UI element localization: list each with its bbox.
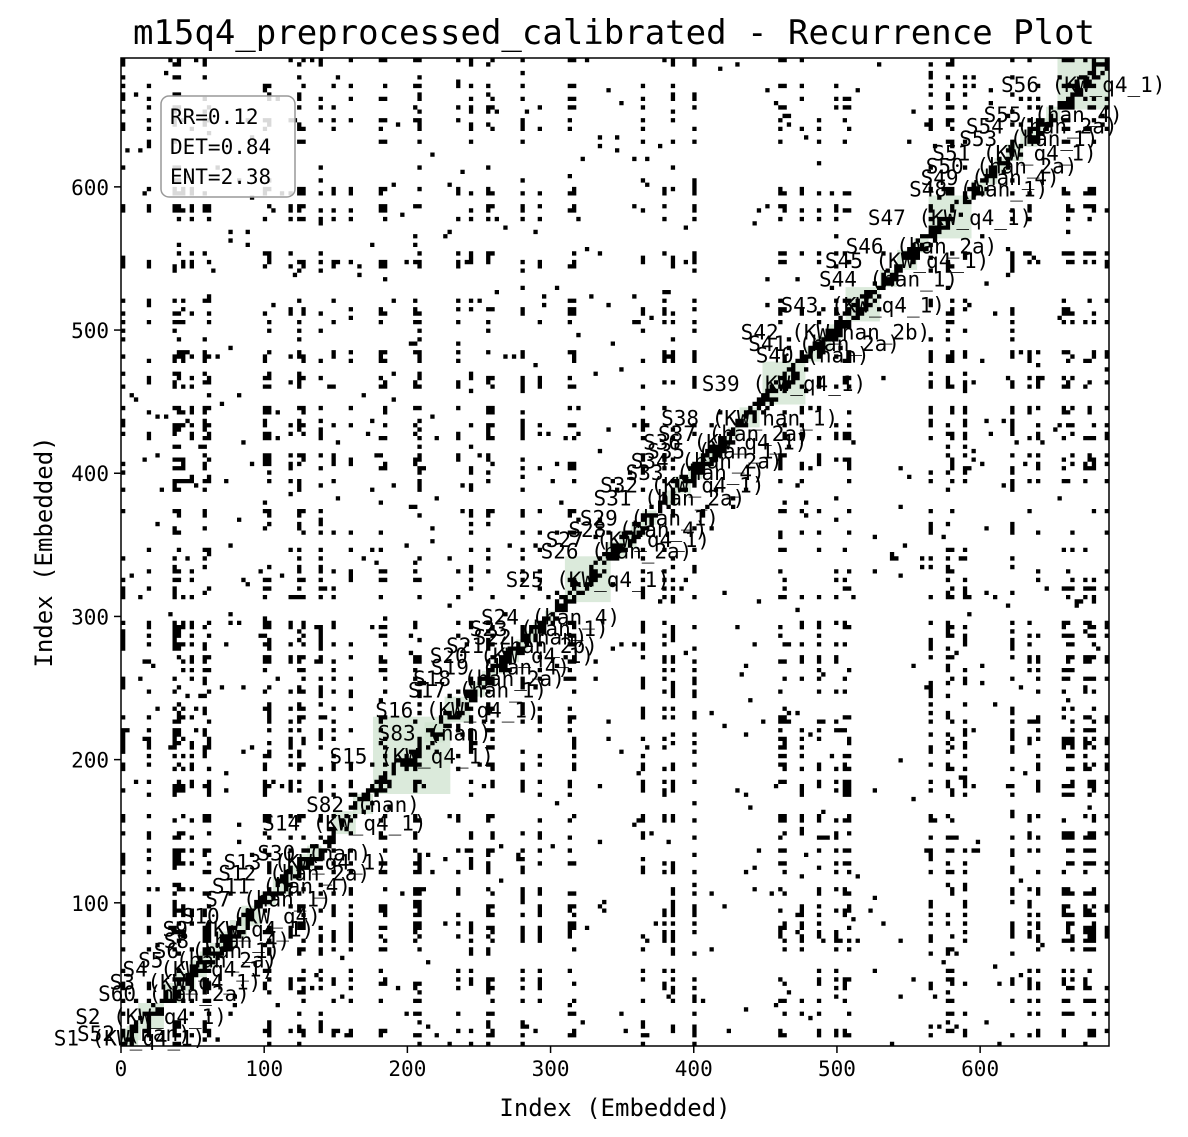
segment-label: S6 (han_1) (154, 939, 280, 963)
y-tick-label: 100 (71, 892, 109, 916)
segment-label: S24 (han_4) (481, 605, 620, 629)
segment-label: S21 (han_2b) (446, 634, 598, 658)
segment-block (524, 630, 537, 643)
segment-label: S7 (han_1) (205, 888, 331, 912)
y-tick-label: 300 (71, 605, 109, 629)
segment-label: S11 (han_4) (212, 875, 351, 899)
y-tick-label: 600 (71, 176, 109, 200)
stats-box-frame (160, 95, 296, 198)
x-tick-label: 100 (245, 1057, 283, 1081)
y-axis: 100 200 300 400 500 600 (71, 176, 121, 916)
x-tick-label: 600 (961, 1057, 999, 1081)
segment-label: S38 (KW_han_1) (661, 406, 838, 430)
segment-labels: S1 (KW_q4_1)S52 (nan)S2 (KW_q4_1)S60 (ha… (54, 73, 1166, 1051)
segment-label: S56 (KW_q4_1) (1001, 73, 1165, 97)
x-tick-label: 0 (115, 1057, 128, 1081)
y-axis-label: Index (Embedded) (30, 436, 58, 667)
segment-label: S82 (nan) (306, 793, 420, 817)
segment-label: S33 (han_4) (626, 461, 765, 485)
stats-legend: RR=0.12 DET=0.84 ENT=2.38 (160, 95, 296, 198)
stats-det: DET=0.84 (170, 135, 271, 159)
segment-label: S13 (KW_q4_1) (224, 850, 388, 874)
segment-label: S53 (han_1) (959, 127, 1098, 151)
plot-frame (120, 57, 1110, 1047)
segment-label: S10 (KW_q4) (182, 905, 321, 929)
y-tick-label: 200 (71, 749, 109, 773)
x-tick-label: 400 (675, 1057, 713, 1081)
x-tick-label: 200 (388, 1057, 426, 1081)
segment-label: S26 (han_2a) (541, 540, 693, 564)
segment-label: S12 (han_2a) (218, 862, 370, 886)
segment-label: S28 (han_4) (568, 518, 707, 542)
segment-label: S9 (KW_q4_1) (163, 918, 315, 942)
y-tick-label: 400 (71, 462, 109, 486)
segment-label: S31 (han_2a) (594, 487, 746, 511)
segment-label: S19 (han_4) (431, 656, 570, 680)
segment-label: S36 (KW_q4_1) (643, 431, 807, 455)
segment-label: S22 (nan) (474, 625, 588, 649)
segment-label: S23 (han_1) (470, 617, 609, 641)
segment-label: S39 (KW_q4_1) (702, 372, 866, 396)
segment-label: S41 (han_2a) (748, 332, 900, 356)
segment-label: S20 (KW_q4_1) (430, 644, 594, 668)
segment-block (307, 845, 322, 860)
segment-label: S25 (KW_q4_1) (506, 568, 670, 592)
segment-label: S37 (han_2a) (658, 422, 810, 446)
x-tick-label: 500 (818, 1057, 856, 1081)
segment-label: S54 (han_2a) (966, 114, 1118, 138)
segment-label: S14 (KW_q4_1) (262, 812, 426, 836)
segment-label: S2 (KW_q4_1) (75, 1005, 227, 1029)
segment-label: S45 (KW_q4_1) (825, 249, 989, 273)
segment-block (516, 639, 528, 651)
segment-label: S46 (han_2a) (846, 235, 998, 259)
segment-label: S17 (han_1) (408, 678, 547, 702)
plot-area: S1 (KW_q4_1)S52 (nan)S2 (KW_q4_1)S60 (ha… (54, 57, 1166, 1051)
segment-label: S29 (han_1) (580, 507, 719, 531)
segment-label: S83 (nan) (378, 721, 492, 745)
segment-label: S3 (KW_q4_1) (110, 971, 262, 995)
x-axis: 0 100 200 300 400 500 600 (115, 1046, 999, 1081)
segment-label: S48 (han_1) (909, 177, 1048, 201)
segment-label: S49 (han_4) (921, 166, 1060, 190)
segment-label: S47 (KW_q4_1) (868, 206, 1032, 230)
x-axis-label: Index (Embedded) (499, 1094, 730, 1122)
x-tick-label: 300 (532, 1057, 570, 1081)
segment-label: S30 (nan) (257, 842, 371, 866)
chart-title: m15q4_preprocessed_calibrated - Recurren… (133, 13, 1095, 53)
segment-label: S4 (KW_q4_1) (122, 958, 274, 982)
segment-label: S60 (han_2a) (98, 982, 250, 1006)
segment-label: S15 (KW_q4_1) (329, 744, 493, 768)
recurrence-points-path (121, 58, 1109, 1046)
segment-label: S35 (han_1) (647, 439, 786, 463)
segment-label: S52 (nan) (77, 1022, 191, 1046)
segment-label: S16 (KW_q4_1) (375, 699, 539, 723)
segment-label: S44 (han_1) (819, 268, 958, 292)
segment-label: S27 (KW_q4_1) (546, 528, 710, 552)
segment-label: S40 (nan) (756, 343, 870, 367)
segment-label: S55 (han_4) (984, 103, 1123, 127)
segment-label: S42 (KW_han_2b) (741, 320, 931, 344)
segment-label: S43 (KW_q4_1) (781, 293, 945, 317)
segment-label: S51 (KW_q4_1) (932, 142, 1096, 166)
stats-ent: ENT=2.38 (170, 165, 271, 189)
segment-label: S5 (han_2a) (138, 948, 277, 972)
segment-label: S32 (KW_q4_1) (600, 474, 764, 498)
recurrence-points (121, 58, 1109, 1046)
stats-rr: RR=0.12 (170, 105, 259, 129)
segment-label: S50 (han_2a) (926, 154, 1078, 178)
segment-label: S8 (han_4) (164, 929, 290, 953)
y-tick-label: 500 (71, 319, 109, 343)
segment-label: S18 (han_2a) (413, 667, 565, 691)
segment-label: S34 (han_2a) (631, 449, 783, 473)
